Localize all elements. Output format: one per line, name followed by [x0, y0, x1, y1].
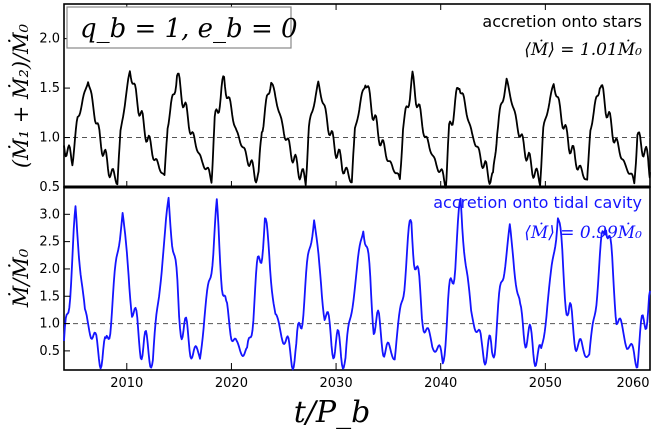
- top-y-axis-label: (Ṁ₁ + Ṁ₂)/Ṁ₀: [9, 23, 33, 168]
- x-axis-label: t/P_b: [294, 395, 371, 430]
- top-title: accretion onto stars: [482, 12, 642, 31]
- y-tick-label: 3.0: [39, 207, 60, 222]
- x-tick-label: 2060: [616, 376, 649, 391]
- x-tick-label: 2040: [424, 376, 457, 391]
- bottom-mean-annotation: ⟨Ṁ⟩ = 0.99Ṁ₀: [524, 222, 642, 243]
- y-tick-label: 1.0: [39, 131, 60, 146]
- y-tick-label: 1.5: [39, 289, 60, 304]
- parameter-box: [66, 6, 292, 49]
- bottom-y-ticks: 0.5 1.0 1.5 2.0 2.5 3.0: [39, 207, 70, 359]
- y-tick-label: 0.5: [39, 344, 60, 359]
- y-tick-label: 2.0: [39, 32, 60, 47]
- bottom-series-line: [63, 196, 651, 371]
- x-tick-label: 2020: [215, 376, 248, 391]
- x-tick-label: 2010: [110, 376, 143, 391]
- y-tick-label: 2.0: [39, 262, 60, 277]
- bottom-y-axis-label: Ṁ/Ṁ₀: [9, 248, 33, 308]
- top-mean-annotation: ⟨Ṁ⟩ = 1.01Ṁ₀: [524, 39, 642, 60]
- top-series-line: [63, 70, 651, 189]
- x-tick-label: 2030: [320, 376, 353, 391]
- x-ticks: 2010 2020 2030 2040 2050 2060: [110, 4, 651, 391]
- y-tick-label: 0.5: [39, 180, 60, 195]
- bottom-title: accretion onto tidal cavity: [433, 193, 642, 212]
- top-y-ticks: 0.5 1.0 1.5 2.0: [39, 32, 70, 195]
- y-tick-label: 1.5: [39, 81, 60, 96]
- parameter-label: q_b = 1, e_b = 0: [80, 14, 298, 44]
- x-tick-label: 2050: [529, 376, 562, 391]
- y-tick-label: 2.5: [39, 235, 60, 250]
- bottom-panel-frame: [63, 186, 651, 371]
- y-tick-label: 1.0: [39, 317, 60, 332]
